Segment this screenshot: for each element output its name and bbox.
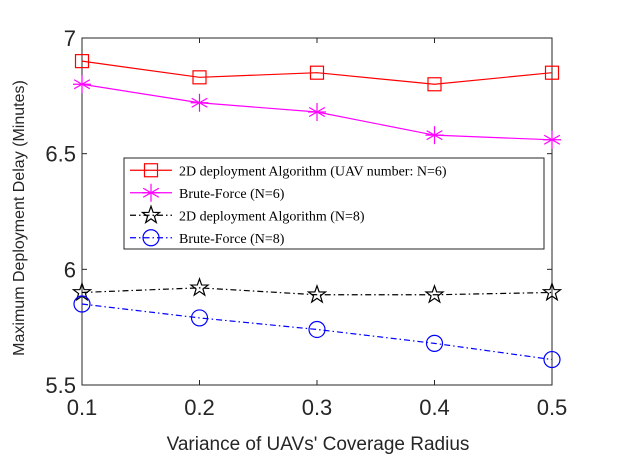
axis-ticks: 0.1 0.2 0.3 0.4 0.5 5.5 6 6.5 7 xyxy=(45,26,567,420)
legend-marker xyxy=(142,183,160,202)
series-2 xyxy=(73,75,561,149)
y-tick-label: 5.5 xyxy=(45,373,76,398)
legend-label: Brute-Force (N=6) xyxy=(179,187,285,202)
data-point xyxy=(190,309,209,327)
legend-marker xyxy=(142,229,160,247)
y-axis-label: Maximum Deployment Delay (Minutes) xyxy=(11,80,28,356)
data-point xyxy=(73,75,91,94)
series-4 xyxy=(73,295,561,369)
data-point xyxy=(74,54,90,69)
data-point xyxy=(543,130,561,149)
legend-marker xyxy=(143,163,159,178)
x-tick-label: 0.5 xyxy=(537,395,568,420)
legend-label: 2D deployment Algorithm (UAV number: N=6… xyxy=(179,164,447,179)
series-line xyxy=(81,60,553,85)
series-layer xyxy=(71,54,563,369)
y-tick-label: 6.5 xyxy=(45,142,76,167)
legend-marker xyxy=(140,204,162,225)
data-point xyxy=(427,77,442,92)
data-point xyxy=(424,283,445,304)
series-line xyxy=(81,287,553,296)
data-point xyxy=(308,320,326,339)
y-tick-label: 6 xyxy=(64,257,76,282)
series-line xyxy=(81,303,553,361)
data-point xyxy=(543,350,561,369)
legend-item: 2D deployment Algorithm (N=8) xyxy=(130,204,365,225)
x-tick-label: 0.2 xyxy=(184,395,215,420)
legend-item: Brute-Force (N=8) xyxy=(130,229,285,247)
legend-box xyxy=(123,157,545,250)
data-point xyxy=(425,126,444,145)
x-tick-label: 0.1 xyxy=(67,395,98,420)
data-point xyxy=(306,283,328,304)
legend-label: Brute-Force (N=8) xyxy=(179,232,285,247)
data-point xyxy=(190,93,209,112)
data-point xyxy=(189,277,210,297)
legend-item: Brute-Force (N=6) xyxy=(130,183,285,202)
legend-item: 2D deployment Algorithm (UAV number: N=6… xyxy=(130,163,447,179)
x-tick-label: 0.4 xyxy=(419,395,450,420)
data-point xyxy=(73,295,91,313)
x-axis-label: Variance of UAVs' Coverage Radius xyxy=(167,434,470,455)
legend: 2D deployment Algorithm (UAV number: N=6… xyxy=(123,157,545,250)
data-point xyxy=(541,281,563,302)
legend-label: 2D deployment Algorithm (N=8) xyxy=(179,209,365,224)
series-1 xyxy=(74,54,560,92)
y-tick-label: 7 xyxy=(64,26,76,51)
data-point xyxy=(308,103,326,122)
data-point xyxy=(425,334,444,352)
data-point xyxy=(544,65,560,80)
series-3 xyxy=(71,277,563,304)
data-point xyxy=(309,65,325,80)
x-tick-label: 0.3 xyxy=(302,395,333,420)
data-point xyxy=(192,70,207,85)
